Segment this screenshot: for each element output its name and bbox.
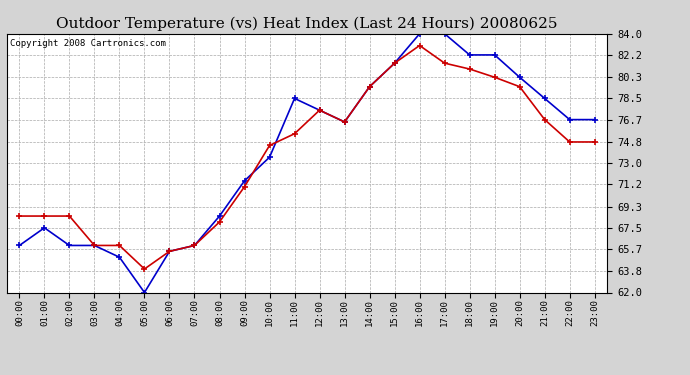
Text: Copyright 2008 Cartronics.com: Copyright 2008 Cartronics.com <box>10 39 166 48</box>
Title: Outdoor Temperature (vs) Heat Index (Last 24 Hours) 20080625: Outdoor Temperature (vs) Heat Index (Las… <box>57 17 558 31</box>
